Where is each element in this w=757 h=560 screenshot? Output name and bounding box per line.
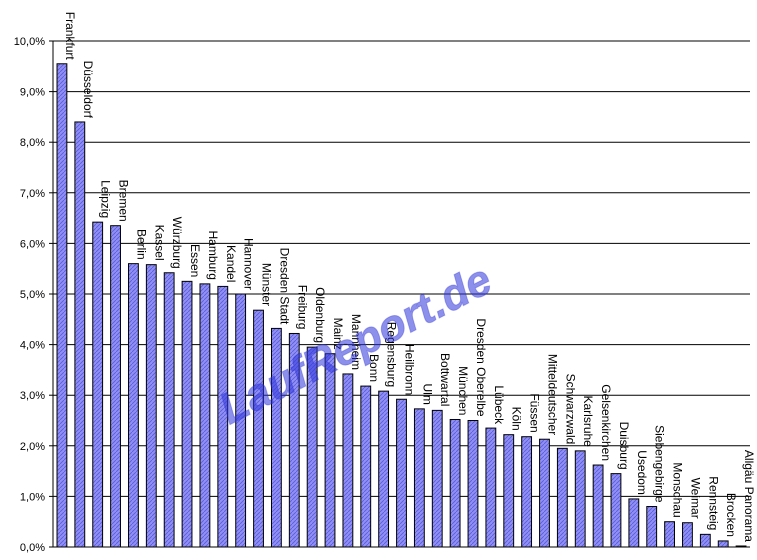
category-label: Duisburg xyxy=(617,422,631,470)
y-tick-label: 10,0% xyxy=(14,36,45,48)
bars xyxy=(56,63,747,548)
bar xyxy=(163,272,175,548)
bar xyxy=(324,353,336,548)
category-label: Lübeck xyxy=(492,385,506,425)
bar xyxy=(717,540,729,548)
bar xyxy=(56,63,68,548)
category-label: Essen xyxy=(188,244,202,277)
bar xyxy=(288,332,300,548)
category-label: Düsseldorf xyxy=(81,61,95,119)
category-label: Weimar xyxy=(688,478,702,519)
category-label: Schwarzwald xyxy=(563,374,577,445)
bar xyxy=(664,521,675,548)
bar xyxy=(270,327,282,548)
category-label: Rennsteig xyxy=(706,476,720,530)
bar xyxy=(646,506,658,548)
category-label: Frankfurt xyxy=(63,12,77,61)
category-label: Hannover xyxy=(242,238,256,290)
bar xyxy=(574,450,586,548)
bar xyxy=(110,225,121,548)
bar xyxy=(539,438,550,548)
bar xyxy=(360,385,372,548)
y-tick-label: 4,0% xyxy=(20,340,45,352)
y-tick-label: 3,0% xyxy=(20,390,45,402)
bar xyxy=(181,280,193,548)
category-label: Münster xyxy=(260,263,274,306)
category-label: Allgäu Panorama xyxy=(742,450,756,542)
bar xyxy=(735,545,747,548)
bar xyxy=(682,522,693,548)
bar xyxy=(556,447,568,548)
category-label: Bremen xyxy=(117,180,131,222)
category-label: Füssen xyxy=(528,393,542,432)
category-label: Dresden Stadt xyxy=(277,248,291,325)
bar xyxy=(503,434,515,548)
y-tick-label: 6,0% xyxy=(20,238,45,250)
y-tick-label: 2,0% xyxy=(20,441,45,453)
y-tick-label: 0,0% xyxy=(20,542,45,554)
bar xyxy=(342,373,354,548)
bar xyxy=(199,283,211,548)
category-label: München xyxy=(456,366,470,415)
category-label: Siebengebirge xyxy=(653,425,667,503)
bar xyxy=(485,427,497,548)
bar xyxy=(592,464,604,548)
y-tick-label: 5,0% xyxy=(20,289,45,301)
category-label: Dresden Oberelbe xyxy=(474,318,488,416)
category-label: Leipzig xyxy=(99,180,113,218)
y-tick-label: 9,0% xyxy=(20,87,45,99)
category-label: Oldenburg xyxy=(313,287,327,343)
bar xyxy=(449,418,461,548)
category-label: Regensburg xyxy=(385,322,399,387)
bar xyxy=(628,498,640,548)
category-label: Brocken xyxy=(724,493,738,537)
bar xyxy=(217,285,229,548)
category-label: Heilbronn xyxy=(403,344,417,395)
y-tick-label: 8,0% xyxy=(20,137,45,149)
bar xyxy=(699,533,711,548)
bar xyxy=(467,420,479,548)
y-tick-label: 1,0% xyxy=(20,491,45,503)
bar xyxy=(145,264,157,548)
category-label: Hamburg xyxy=(206,231,220,280)
category-label: Gelsenkirchen xyxy=(599,384,613,461)
bar xyxy=(235,293,247,548)
bar xyxy=(431,409,443,548)
bar xyxy=(306,346,318,548)
category-label: Würzburg xyxy=(170,217,184,269)
bar xyxy=(378,390,390,548)
bar xyxy=(128,263,139,548)
bar xyxy=(396,398,407,548)
category-label: Freiburg xyxy=(295,285,309,330)
bar xyxy=(74,121,86,548)
y-tick-label: 7,0% xyxy=(20,188,45,200)
category-label: Berlin xyxy=(134,229,148,260)
bar xyxy=(253,309,264,548)
category-label: Kassel xyxy=(152,225,166,261)
category-label: Karlsruhe xyxy=(581,396,595,448)
category-label: Mannheim xyxy=(349,314,363,370)
bar xyxy=(610,473,622,548)
category-label: Monschau xyxy=(671,462,685,517)
category-label: Köln xyxy=(510,407,524,431)
category-label: Usedom xyxy=(635,450,649,495)
bar xyxy=(92,221,104,548)
bar xyxy=(413,408,425,548)
bar xyxy=(521,436,533,548)
category-label: Mainz xyxy=(331,318,345,350)
category-label: Ulm xyxy=(420,384,434,405)
category-label: Bottwartal xyxy=(438,353,452,406)
category-label: Mitteldeutscher xyxy=(545,354,559,435)
category-label: Kandel xyxy=(224,245,238,282)
category-label: Bonn xyxy=(367,354,381,382)
